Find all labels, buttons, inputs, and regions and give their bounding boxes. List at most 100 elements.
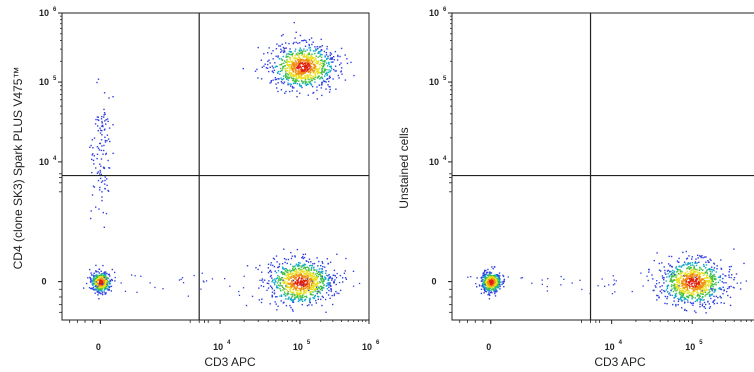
event-dot <box>706 277 708 279</box>
event-dot <box>280 295 283 297</box>
event-dot <box>293 295 296 297</box>
event-dot <box>284 282 286 284</box>
event-dot <box>670 285 673 288</box>
x-tick-exponent: 6 <box>376 340 380 346</box>
event-dot <box>604 285 606 287</box>
event-dot <box>323 284 325 286</box>
event-dot <box>708 303 710 305</box>
event-dot <box>92 153 94 155</box>
event-dot <box>274 296 277 298</box>
event-dot <box>335 276 338 279</box>
event-dot <box>485 279 488 281</box>
event-dot <box>502 282 504 285</box>
event-dot <box>291 77 293 80</box>
event-dot <box>707 261 710 263</box>
event-dot <box>332 281 335 284</box>
event-dot <box>307 277 309 279</box>
x-tick-exponent: 4 <box>619 340 623 346</box>
event-dot <box>697 272 699 274</box>
event-dot <box>106 283 108 285</box>
event-dot <box>341 277 344 279</box>
event-dot <box>670 278 673 281</box>
event-dot <box>102 281 104 283</box>
event-dot <box>340 62 342 64</box>
event-dot <box>162 288 164 290</box>
event-dot <box>294 64 296 66</box>
event-dot <box>301 72 303 74</box>
event-dot <box>95 264 97 267</box>
event-dot <box>297 279 299 281</box>
event-dot <box>303 263 306 265</box>
event-dot <box>686 292 688 294</box>
event-dot <box>95 285 97 287</box>
event-dot <box>282 51 285 54</box>
event-dot <box>280 279 283 281</box>
event-dot <box>306 78 309 80</box>
event-dot <box>289 72 291 75</box>
event-dot <box>484 269 486 272</box>
event-dot <box>718 287 720 290</box>
event-dot <box>678 287 680 290</box>
event-dot <box>306 266 308 268</box>
event-dot <box>313 278 316 280</box>
event-dot <box>314 277 317 280</box>
event-dot <box>316 86 318 88</box>
event-dot <box>296 279 298 281</box>
event-dot <box>322 282 324 284</box>
event-dot <box>291 63 293 66</box>
event-dot <box>308 258 311 260</box>
event-dot <box>672 279 674 282</box>
event-dot <box>277 266 280 268</box>
event-dot <box>301 70 303 72</box>
event-dot <box>685 279 687 281</box>
event-dot <box>305 269 307 271</box>
event-dot <box>693 293 695 295</box>
event-dot <box>322 262 324 264</box>
event-dot <box>671 288 673 290</box>
event-dot <box>697 276 700 278</box>
event-dot <box>704 267 707 269</box>
event-dot <box>707 268 709 271</box>
event-dot <box>108 282 110 284</box>
event-dot <box>541 279 543 281</box>
event-dot <box>321 77 324 80</box>
event-dot <box>343 272 346 274</box>
event-dot <box>291 67 293 70</box>
event-dot <box>193 274 195 277</box>
event-dot <box>284 74 287 76</box>
event-dot <box>97 282 100 284</box>
event-dot <box>327 263 329 265</box>
y-axis-title: CD4 (clone SK3) Spark PLUS V475™ <box>11 67 25 270</box>
event-dot <box>314 282 316 284</box>
event-dot <box>281 69 283 71</box>
event-dot <box>315 48 318 50</box>
event-dot <box>292 43 294 45</box>
event-dot <box>267 271 270 274</box>
event-dot <box>308 275 310 277</box>
event-dot <box>703 299 705 301</box>
event-dot <box>710 279 712 282</box>
event-dot <box>316 288 318 290</box>
event-dot <box>331 58 334 60</box>
event-dot <box>272 257 275 259</box>
event-dot <box>308 70 310 72</box>
event-dot <box>676 283 678 286</box>
event-dot <box>311 286 313 288</box>
event-dot <box>490 281 492 283</box>
event-dot <box>289 48 291 50</box>
event-dot <box>101 180 104 182</box>
event-dot <box>242 287 245 289</box>
event-dot <box>304 83 306 85</box>
event-dot <box>294 50 296 52</box>
event-dot <box>691 276 693 278</box>
event-dot <box>642 285 644 287</box>
event-dot <box>693 267 695 270</box>
event-dot <box>694 297 696 299</box>
event-dot <box>277 90 279 93</box>
event-dot <box>681 272 684 274</box>
event-dot <box>719 287 721 289</box>
event-dot <box>305 64 307 67</box>
event-dot <box>499 284 501 286</box>
event-dot <box>678 265 680 268</box>
event-dot <box>261 66 263 68</box>
